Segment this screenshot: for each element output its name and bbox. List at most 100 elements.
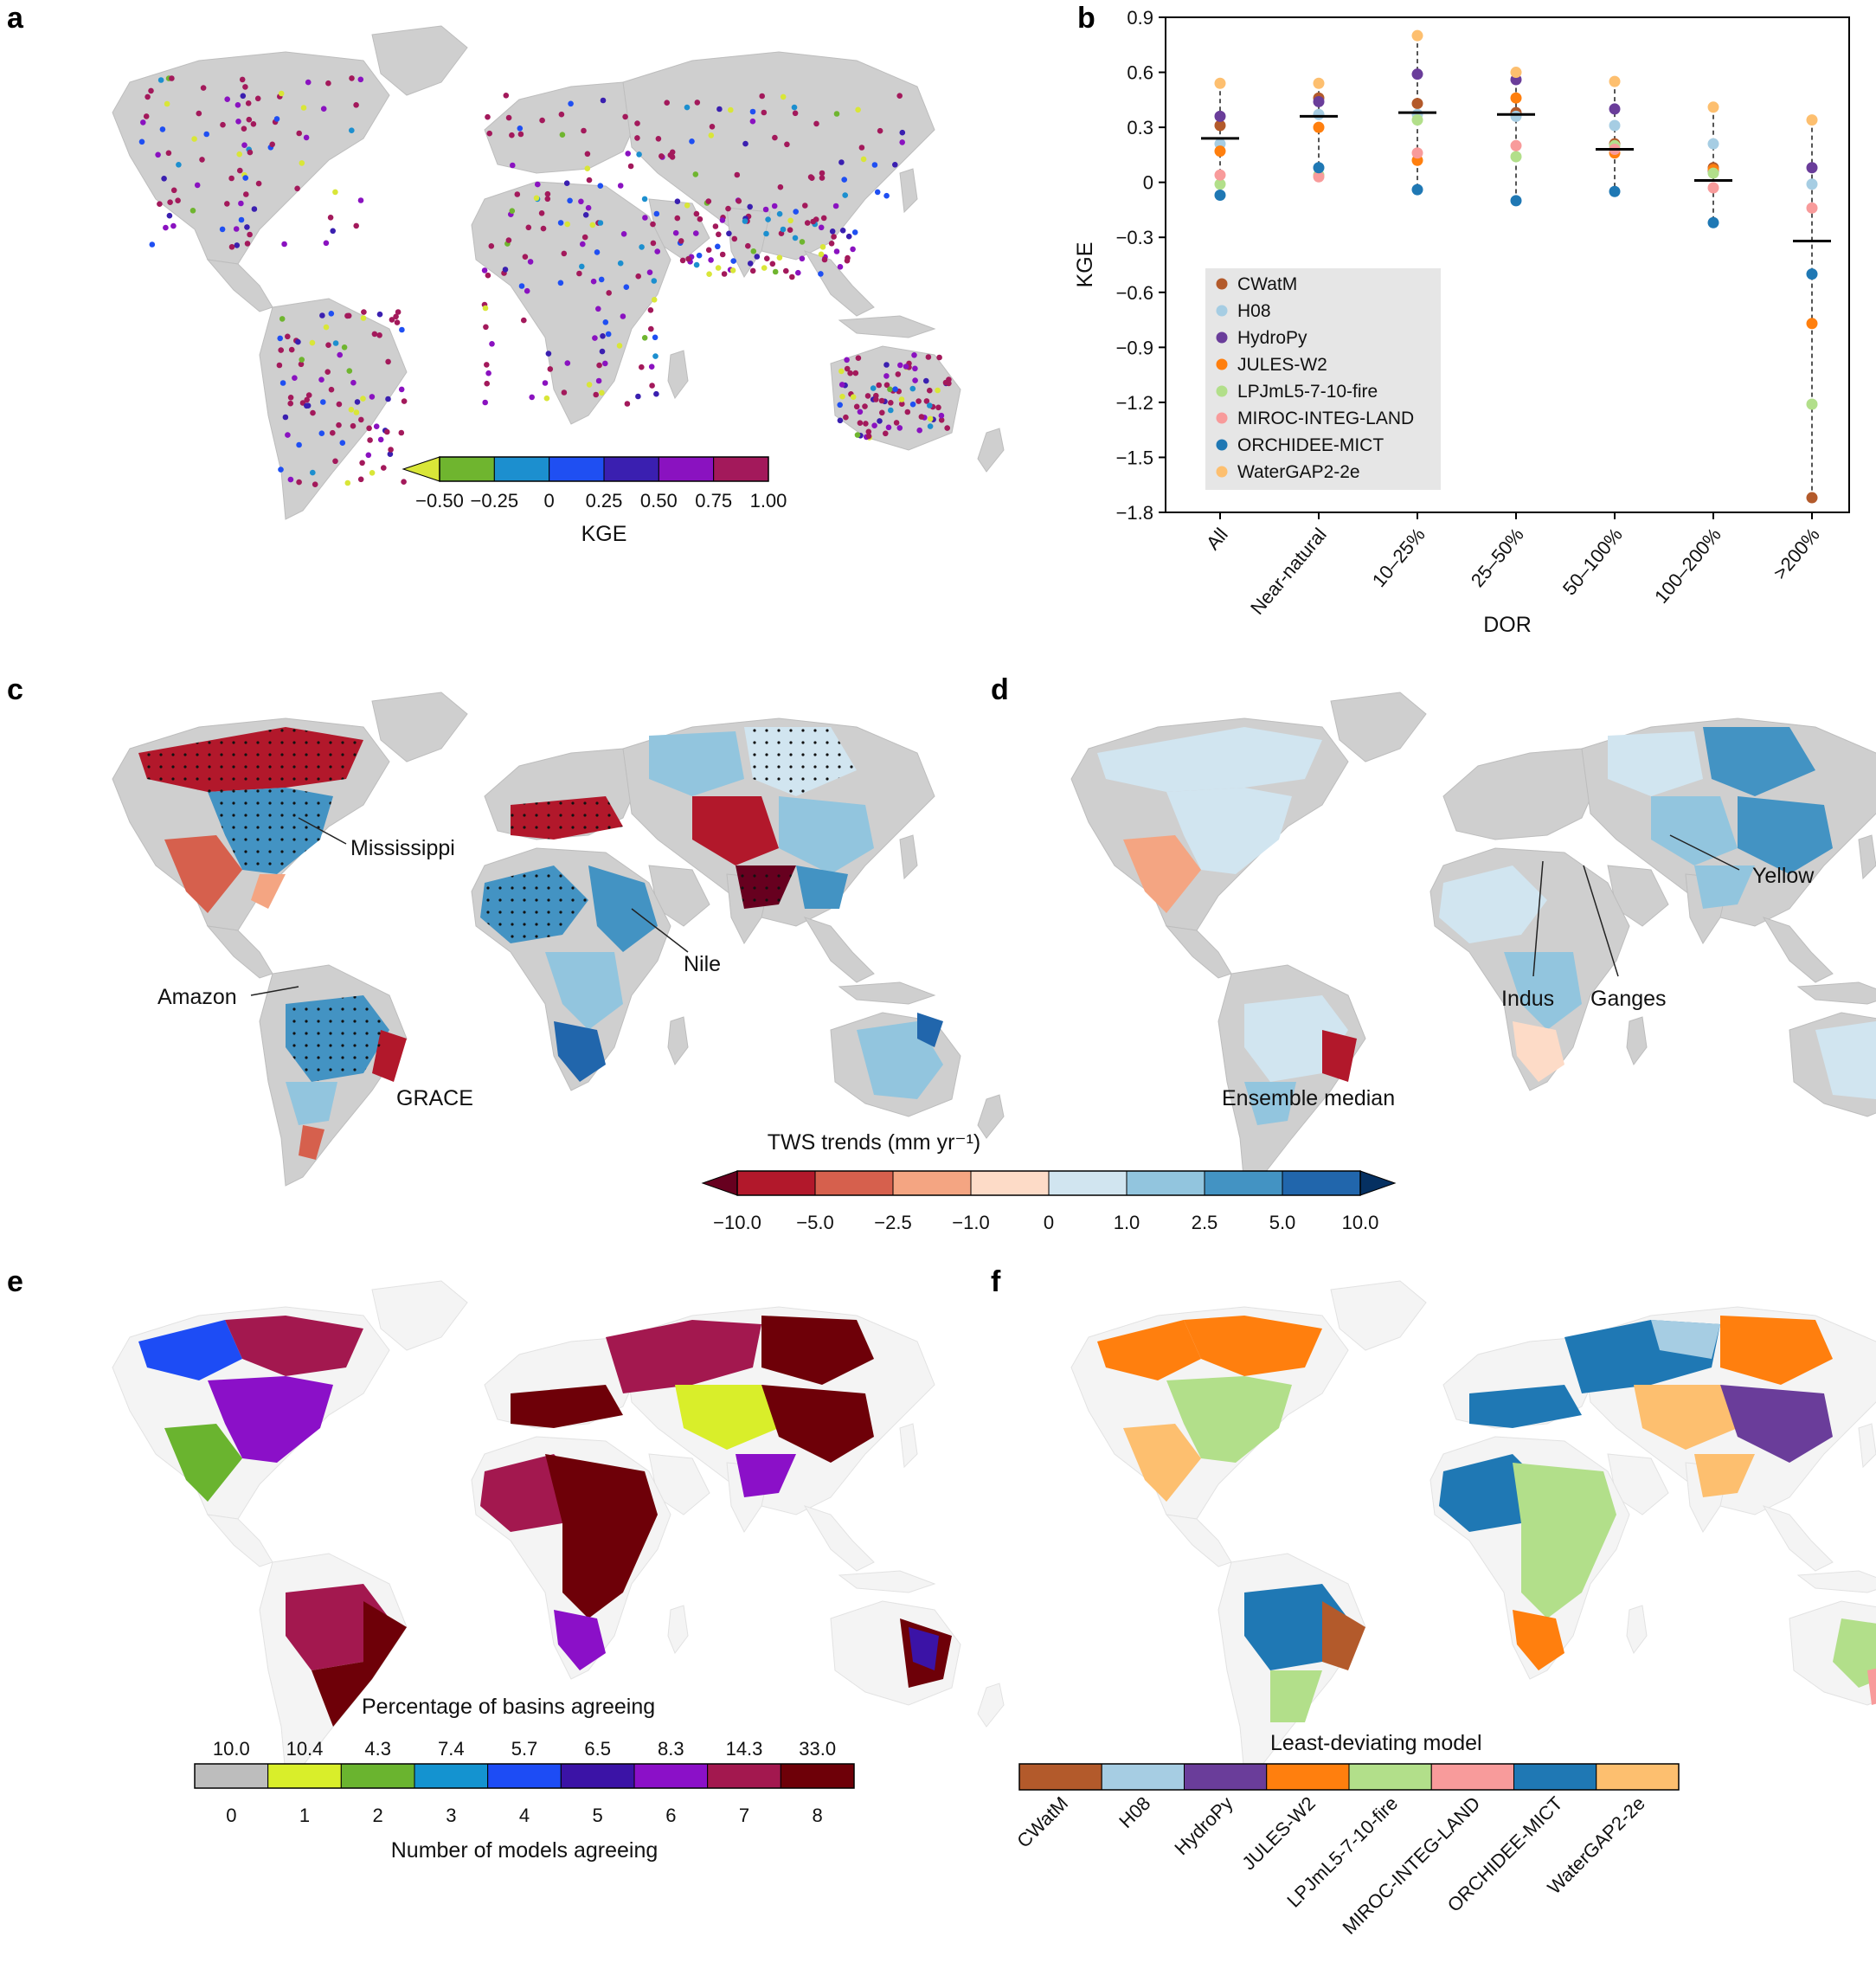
station-dot — [597, 183, 604, 189]
station-dot — [938, 417, 945, 423]
data-point — [1411, 98, 1423, 110]
station-dot — [923, 377, 929, 384]
station-dot — [357, 476, 364, 483]
plot-b-legend: CWatM H08 HydroPy JULES-W2 LPJmL5-7-10-fire M… — [1205, 268, 1441, 490]
panel-e-caption: Percentage of basins agreeing — [362, 1695, 655, 1719]
data-point — [1510, 151, 1522, 163]
station-dot — [350, 422, 357, 429]
station-dot — [652, 353, 659, 359]
station-dot — [596, 362, 602, 369]
tws-colorbar-tick: −5.0 — [796, 1212, 833, 1233]
station-dot — [161, 176, 167, 182]
station-dot — [348, 407, 355, 413]
station-dot — [791, 104, 798, 111]
station-dot — [712, 223, 719, 229]
tws-colorbar-segment — [736, 1170, 816, 1196]
colorbar-a-segment — [493, 456, 550, 482]
station-dot — [328, 386, 335, 393]
station-dot — [592, 335, 598, 341]
station-dot — [705, 198, 712, 204]
station-dot — [336, 401, 343, 408]
panel-f-caption: Least-deviating model — [1270, 1731, 1482, 1755]
model-color-segment — [1018, 1763, 1102, 1791]
legend-label: H08 — [1237, 301, 1271, 321]
station-dot — [912, 365, 918, 372]
station-dot — [547, 366, 554, 372]
station-dot — [535, 181, 541, 188]
model-color-segment — [1430, 1763, 1514, 1791]
y-axis-label: KGE — [1073, 242, 1097, 288]
station-dot — [852, 370, 859, 376]
station-dot — [344, 479, 351, 486]
station-dot — [509, 208, 516, 214]
agreement-count: 7 — [739, 1805, 749, 1826]
station-dot — [299, 160, 305, 166]
legend-label: HydroPy — [1237, 328, 1307, 348]
tws-colorbar-extend-high — [1359, 1170, 1397, 1196]
station-dot — [309, 339, 316, 346]
station-dot — [871, 162, 878, 168]
station-dot — [584, 151, 591, 158]
legend-box — [1205, 268, 1441, 490]
model-color-segment — [1184, 1763, 1268, 1791]
station-dot — [832, 203, 839, 209]
station-dot — [909, 385, 916, 392]
station-dot — [244, 224, 250, 230]
station-dot — [624, 401, 631, 407]
data-point — [1214, 77, 1226, 89]
station-dot — [749, 108, 756, 115]
panel-d-caption: Ensemble median — [1222, 1086, 1395, 1110]
x-axis-ticks: All Near-natural 10–25% 25–50% 50–100% 100–20… — [1202, 512, 1824, 619]
station-dot — [597, 220, 604, 226]
station-dot — [159, 126, 166, 132]
station-dot — [729, 267, 736, 273]
tws-colorbar-segment — [814, 1170, 894, 1196]
station-dot — [622, 113, 628, 120]
station-dot — [190, 208, 196, 214]
agreement-percentage: 5.7 — [511, 1738, 538, 1760]
station-dot — [287, 395, 294, 401]
station-dot — [855, 355, 862, 362]
station-dot — [357, 76, 364, 83]
station-dot — [140, 119, 146, 125]
station-dot — [393, 313, 399, 320]
data-point — [1609, 119, 1621, 132]
panel-label-d: d — [991, 673, 1009, 706]
station-dot — [557, 280, 564, 286]
station-dot — [278, 347, 285, 353]
station-dot — [689, 138, 695, 145]
data-point — [1411, 114, 1423, 126]
data-point — [1411, 147, 1423, 159]
station-dot — [715, 265, 722, 271]
station-dot — [855, 106, 861, 113]
station-dot — [942, 379, 949, 386]
station-dot — [235, 119, 241, 125]
agreement-color-segment — [633, 1763, 709, 1789]
tws-colorbar-tick: 1.0 — [1114, 1212, 1140, 1233]
tws-colorbar-tick: −2.5 — [874, 1212, 911, 1233]
panel-f-colorbar: CWatM H08 HydroPy JULES-W2LPJmL5-7-10-fireM… — [1012, 1763, 1680, 1939]
station-dot — [238, 200, 244, 207]
station-dot — [269, 141, 276, 148]
station-dot — [693, 210, 700, 217]
x-tick-label: Near-natural — [1246, 524, 1331, 619]
station-dot — [304, 396, 311, 403]
station-dot — [285, 333, 291, 340]
station-dot — [598, 276, 605, 283]
river-label-yellow: Yellow — [1752, 864, 1815, 888]
data-point — [1806, 178, 1818, 190]
colorbar-a-extend — [402, 456, 440, 482]
panel-d: d Yellow Indus Ganges — [991, 673, 1876, 1187]
station-dot — [692, 171, 699, 177]
y-tick-label: 0.6 — [1127, 62, 1153, 84]
colorbar-a-title: KGE — [581, 522, 627, 546]
station-dot — [728, 106, 734, 113]
station-dot — [330, 228, 337, 235]
panel-label-b: b — [1077, 2, 1095, 35]
station-dot — [844, 365, 851, 372]
station-dot — [708, 257, 714, 263]
river-label-indus: Indus — [1501, 987, 1554, 1011]
station-dot — [564, 221, 570, 228]
station-dot — [514, 191, 521, 197]
station-dot — [273, 116, 280, 122]
